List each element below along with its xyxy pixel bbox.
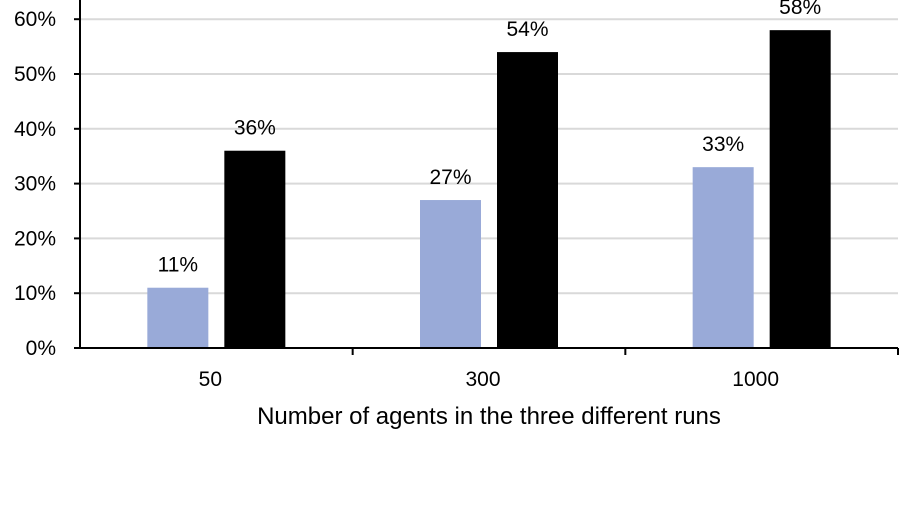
data-label: 33% — [702, 133, 744, 156]
bar — [147, 287, 209, 348]
bar — [497, 52, 558, 349]
y-tick-label: 20% — [14, 227, 56, 250]
data-label: 11% — [158, 254, 198, 277]
y-tick-label: 50% — [14, 63, 56, 86]
x-tick-label: 300 — [465, 368, 500, 391]
x-tick-label: 1000 — [732, 368, 779, 391]
data-label: 36% — [234, 117, 276, 140]
axes — [79, 0, 898, 349]
bar — [769, 30, 831, 348]
x-axis-ticks: 50 300 1000 — [199, 348, 899, 391]
y-tick-label: 40% — [14, 118, 56, 141]
gridlines — [80, 18, 898, 295]
bar — [224, 150, 286, 348]
data-label: 27% — [429, 166, 471, 189]
bar — [420, 200, 481, 348]
data-label: 58% — [779, 0, 821, 19]
y-tick-label: 60% — [14, 8, 56, 31]
x-tick-label: 50 — [199, 368, 222, 391]
y-axis-ticks: 0% 10% 20% 30% 40% 50% 60% — [14, 8, 80, 360]
data-labels: 11% 36% 27% 54% 33% 58% — [158, 0, 822, 277]
y-tick-label: 30% — [14, 173, 56, 196]
data-label: 54% — [506, 18, 548, 41]
y-tick-label: 0% — [26, 337, 56, 360]
y-tick-label: 10% — [14, 282, 56, 305]
x-axis-title: Number of agents in the three different … — [257, 403, 721, 430]
bars — [147, 30, 831, 349]
bar — [692, 167, 754, 348]
